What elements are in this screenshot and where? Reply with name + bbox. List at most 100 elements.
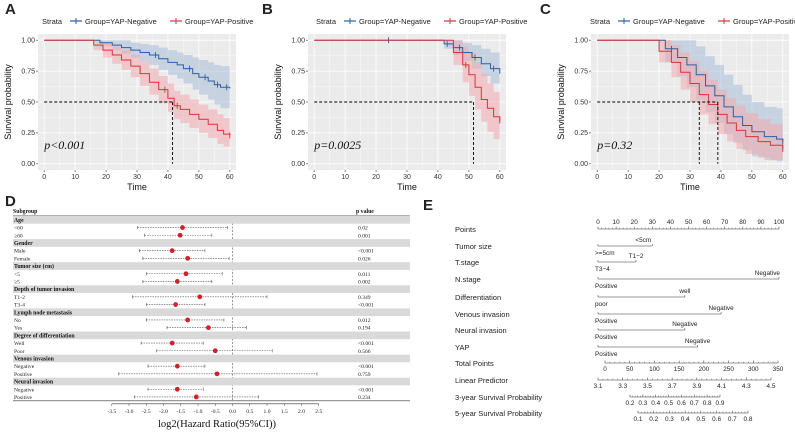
forest-x-axis-title: log2(Hazard Ratio(95%CI)) <box>158 419 277 430</box>
nomogram-panel-e: E Points 0 10 20 30 40 50 60 70 80 90 100 Tumor size <… <box>423 197 785 423</box>
nomogram-level-label: poor <box>595 301 609 308</box>
forest-x-tick-label: -0.5 <box>211 409 220 415</box>
x-tick-label: 40 <box>164 174 172 181</box>
nomogram-scale-label: 3.1 <box>594 383 603 390</box>
x-tick-label: 60 <box>226 174 234 181</box>
subgroup-header: Subgroup <box>13 209 37 215</box>
x-tick-label: 20 <box>102 174 110 181</box>
row-pvalue: 0.026 <box>358 256 371 262</box>
panel-letter-b: B <box>262 1 273 18</box>
nomogram-row-label: Linear Predictor <box>455 376 508 385</box>
hazard-ratio-point <box>197 294 203 300</box>
x-tick-label: 0 <box>312 174 316 181</box>
nomogram-scale-label: 20 <box>631 219 639 226</box>
row-label: Female <box>14 256 31 262</box>
nomogram-scale-label: 350 <box>773 366 784 373</box>
y-tick-label: 0.75 <box>291 68 305 75</box>
forest-x-tick-label: -2.0 <box>159 409 168 415</box>
group-heading-band <box>13 216 410 224</box>
x-tick-label: 30 <box>686 174 694 181</box>
nomogram-scale-label: 3.3 <box>618 383 627 390</box>
legend-positive-label: Group=YAP-Positive <box>185 17 253 26</box>
nomogram-level-label: Negative <box>685 338 711 345</box>
group-heading: Degree of differentiation <box>14 333 75 339</box>
legend-title: Strata <box>590 17 611 26</box>
nomogram-scale-label: 0.6 <box>712 416 721 423</box>
nomogram-scale-label: 100 <box>649 366 660 373</box>
nomogram-level-label: Negative <box>672 321 698 328</box>
x-tick-label: 0 <box>595 174 599 181</box>
nomogram-scale-label: 50 <box>626 366 634 373</box>
y-axis-title: Survival probability <box>556 64 566 140</box>
pvalue-header: p value <box>356 209 374 215</box>
nomogram-scale-label: 0.4 <box>681 416 690 423</box>
group-heading-band <box>13 285 410 293</box>
x-tick-label: 10 <box>71 174 79 181</box>
nomogram-row-label: 5-year Survival Probability <box>455 409 542 418</box>
nomogram-scale-label: 4.1 <box>717 383 726 390</box>
nomogram-scale-label: 0 <box>596 219 600 226</box>
forest-x-tick-label: -1.0 <box>194 409 203 415</box>
y-tick-label: 0.50 <box>291 99 305 106</box>
x-tick-label: 20 <box>372 174 380 181</box>
group-heading: Tumor size (cm) <box>14 263 54 270</box>
y-tick-label: 1.00 <box>291 37 305 44</box>
group-heading-band <box>13 354 410 363</box>
y-tick-label: 0.75 <box>21 68 35 75</box>
nomogram-scale-label: 0.2 <box>649 416 658 423</box>
y-tick-label: 0.25 <box>574 130 588 137</box>
nomogram-level-label: Negative <box>708 305 734 312</box>
nomogram-scale-label: 0.3 <box>638 400 647 407</box>
legend-negative-label: Group=YAP-Negative <box>85 17 157 26</box>
row-pvalue: 0.002 <box>358 279 371 285</box>
nomogram-level-label: T3−4 <box>595 266 610 273</box>
hazard-ratio-point <box>169 248 175 254</box>
legend-title: Strata <box>42 17 63 26</box>
row-pvalue: 0.011 <box>358 272 371 278</box>
nomogram-scale-label: 0.5 <box>664 400 673 407</box>
km-panel-a: A Strata Group=YAP-Negative Group=YAP-Posit… <box>3 1 253 192</box>
km-panel-c: C Strata Group=YAP-Negative Group=YAP-Posit… <box>540 1 795 192</box>
nomogram-scale-label: 70 <box>721 219 729 226</box>
group-heading: Depth of tumor invasion <box>14 287 75 293</box>
p-value: p<0.001 <box>43 138 85 152</box>
hazard-ratio-point <box>177 232 183 238</box>
row-label: Male <box>14 249 26 255</box>
survival-curve-negative <box>314 39 501 74</box>
group-heading: Neural invasion <box>14 380 54 386</box>
survival-curve-positive <box>314 39 501 121</box>
ci-band-negative <box>44 40 230 111</box>
survival-curve-positive <box>44 39 231 136</box>
forest-x-tick-label: 2.0 <box>298 409 305 415</box>
y-tick-label: 0.00 <box>291 161 305 168</box>
nomogram-level-label: Positive <box>595 351 618 358</box>
x-tick-label: 0 <box>42 174 46 181</box>
nomogram-scale-label: 3.5 <box>643 383 652 390</box>
group-heading-band <box>13 331 410 340</box>
ci-band-positive <box>44 40 230 148</box>
forest-x-tick-label: 1.0 <box>264 409 271 415</box>
x-tick-label: 40 <box>434 174 442 181</box>
x-tick-label: 60 <box>496 174 504 181</box>
legend-title: Strata <box>316 17 337 26</box>
hazard-ratio-point <box>205 325 211 331</box>
hazard-ratio-point <box>214 371 220 377</box>
nomogram-scale-label: 100 <box>774 219 785 226</box>
row-pvalue: 0.234 <box>358 395 371 401</box>
hazard-ratio-point <box>174 279 180 284</box>
nomogram-scale-label: 30 <box>649 219 657 226</box>
row-pvalue: 0.566 <box>358 349 371 355</box>
legend-negative-label: Group=YAP-Negative <box>633 17 705 26</box>
panel-letter-a: A <box>5 1 16 18</box>
row-pvalue: <0.001 <box>358 249 374 255</box>
nomogram-scale-label: 50 <box>685 219 693 226</box>
nomogram-scale-label: 4.5 <box>767 383 776 390</box>
nomogram-scale-label: 200 <box>699 366 710 373</box>
nomogram-row-label: 3-year Survival Probability <box>455 393 542 402</box>
hazard-ratio-point <box>174 386 180 392</box>
hazard-ratio-point <box>212 348 218 354</box>
y-tick-label: 0.00 <box>21 161 35 168</box>
nomogram-level-label: >=5cm <box>595 250 615 257</box>
row-label: ≥60 <box>14 233 23 239</box>
